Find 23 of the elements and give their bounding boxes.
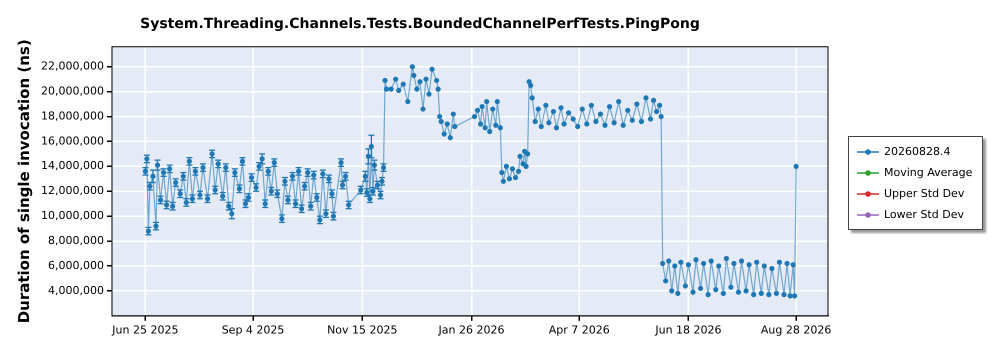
x-tick-label: Apr 7 2026 [548,323,610,336]
x-tick-label: Sep 4 2025 [222,323,284,336]
y-axis-title: Duration of single invocation (ns) [14,39,33,324]
y-tick-label: 10,000,000 [40,209,104,222]
y-tick-label: 14,000,000 [40,159,104,172]
y-tick-label: 4,000,000 [48,284,104,297]
y-tick-label: 20,000,000 [40,84,104,98]
x-tick-label: Jun 18 2026 [654,323,722,336]
y-tick-label: 12,000,000 [40,184,104,198]
legend-label: Moving Average [884,166,972,179]
y-tick-label: 18,000,000 [40,109,104,122]
x-tick-label: Aug 28 2026 [760,323,832,336]
x-tick-label: Jan 26 2026 [438,323,504,336]
y-tick-label: 6,000,000 [48,258,104,272]
x-tick-label: Jun 25 2025 [111,323,178,336]
y-tick-label: 16,000,000 [40,134,104,148]
x-tick-label: Nov 15 2025 [327,323,398,336]
y-tick-label: 8,000,000 [48,234,104,247]
legend-label: Upper Std Dev [884,187,964,200]
legend-label: 20260828.4 [884,145,950,158]
chart-title: System.Threading.Channels.Tests.BoundedChannelPerfTests.PingPong [140,16,700,32]
legend-label: Lower Std Dev [884,208,964,221]
y-tick-label: 22,000,000 [40,60,104,73]
